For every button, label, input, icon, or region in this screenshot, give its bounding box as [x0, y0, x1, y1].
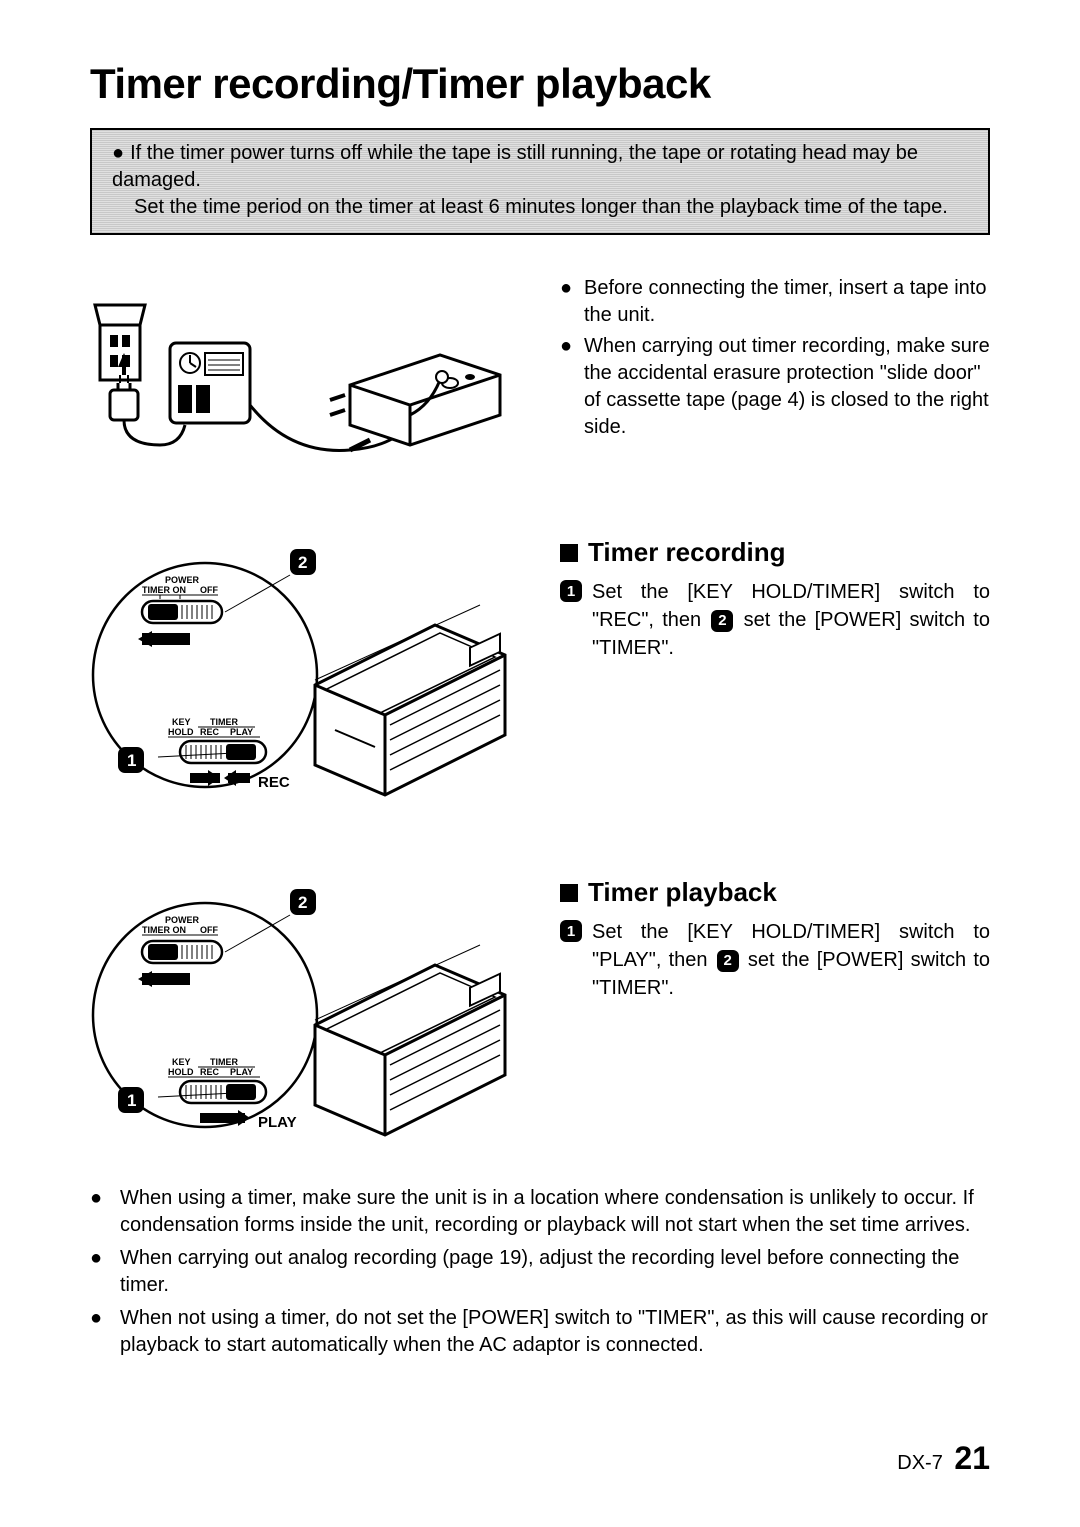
page-footer: DX-7 21: [897, 1440, 990, 1477]
svg-text:POWER: POWER: [165, 915, 200, 925]
label-rec-big: REC: [258, 774, 290, 791]
page-title: Timer recording/Timer playback: [90, 60, 990, 108]
label-timer-on: TIMER ON: [142, 585, 186, 595]
step-badge-1: 1: [560, 580, 582, 602]
svg-text:2: 2: [298, 893, 307, 912]
step-playback: 1 Set the [KEY HOLD/TIMER] switch to "PL…: [560, 918, 990, 1002]
diagram-connection: [90, 275, 510, 475]
diagram-playback: POWER TIMER ON OFF KEY HOLD TIMER REC PL…: [90, 875, 510, 1155]
label-off: OFF: [200, 585, 218, 595]
list-item: ●When using a timer, make sure the unit …: [90, 1185, 990, 1239]
label-hold: HOLD: [168, 727, 194, 737]
list-item: ●When carrying out analog recording (pag…: [90, 1245, 990, 1299]
label-play: PLAY: [230, 727, 253, 737]
inline-badge-2: 2: [717, 950, 739, 972]
bottom-notes: ●When using a timer, make sure the unit …: [90, 1185, 990, 1359]
square-bullet-icon: [560, 884, 578, 902]
intro-bullet-list: ● Before connecting the timer, insert a …: [560, 275, 990, 441]
row-recording: POWER TIMER ON OFF KEY HOLD TIMER REC PL…: [90, 535, 990, 815]
footer-model: DX-7: [897, 1452, 943, 1474]
label-power: POWER: [165, 575, 200, 585]
step-recording: 1 Set the [KEY HOLD/TIMER] switch to "RE…: [560, 578, 990, 662]
row-intro: ● Before connecting the timer, insert a …: [90, 275, 990, 475]
svg-text:2: 2: [298, 553, 307, 572]
svg-text:1: 1: [127, 751, 136, 770]
warning-line-1: ●If the timer power turns off while the …: [112, 140, 968, 194]
svg-text:PLAY: PLAY: [258, 1114, 297, 1131]
warning-box: ●If the timer power turns off while the …: [90, 128, 990, 235]
label-timer: TIMER: [210, 717, 238, 727]
list-item: ● When carrying out timer recording, mak…: [560, 333, 990, 441]
svg-text:REC: REC: [200, 1067, 220, 1077]
svg-text:1: 1: [127, 1091, 136, 1110]
square-bullet-icon: [560, 544, 578, 562]
svg-text:TIMER ON: TIMER ON: [142, 925, 186, 935]
svg-text:PLAY: PLAY: [230, 1067, 253, 1077]
label-rec: REC: [200, 727, 220, 737]
diagram-recording: POWER TIMER ON OFF KEY HOLD TIMER REC PL…: [90, 535, 510, 815]
list-item: ●When not using a timer, do not set the …: [90, 1305, 990, 1359]
heading-timer-playback: Timer playback: [560, 875, 990, 910]
inline-badge-2: 2: [711, 610, 733, 632]
svg-text:HOLD: HOLD: [168, 1067, 194, 1077]
intro-bullet-text: Before connecting the timer, insert a ta…: [584, 275, 990, 329]
row-playback: POWER TIMER ON OFF KEY HOLD TIMER REC PL…: [90, 875, 990, 1155]
step-badge-1: 1: [560, 920, 582, 942]
svg-text:OFF: OFF: [200, 925, 218, 935]
footer-page-number: 21: [954, 1440, 990, 1476]
intro-bullet-text: When carrying out timer recording, make …: [584, 333, 990, 441]
heading-timer-recording: Timer recording: [560, 535, 990, 570]
svg-text:TIMER: TIMER: [210, 1057, 238, 1067]
svg-text:KEY: KEY: [172, 1057, 191, 1067]
label-key: KEY: [172, 717, 191, 727]
warning-line-2: Set the time period on the timer at leas…: [112, 194, 968, 221]
list-item: ● Before connecting the timer, insert a …: [560, 275, 990, 329]
